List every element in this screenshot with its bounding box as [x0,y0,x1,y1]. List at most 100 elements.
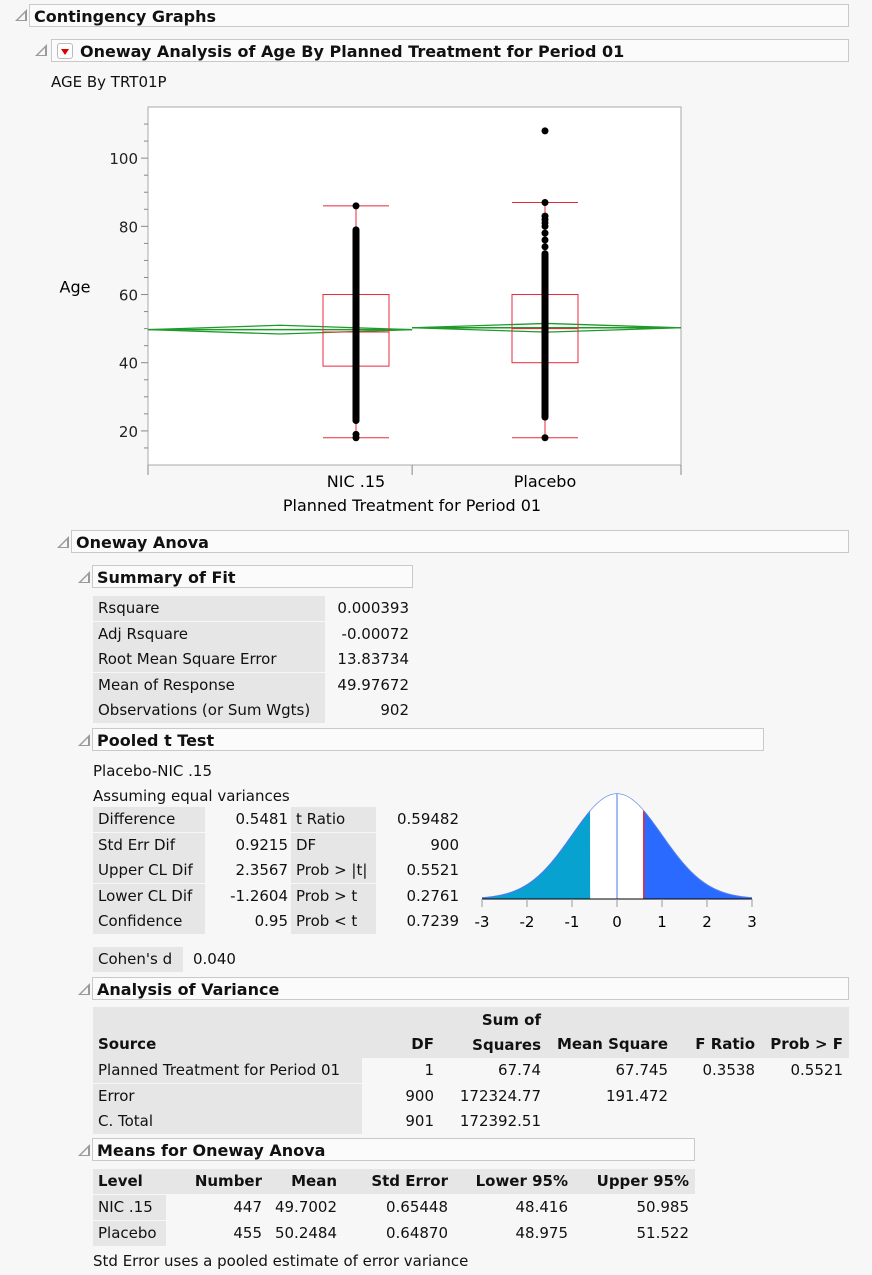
anova-cell [674,1109,755,1134]
anova-cell: 67.74 [498,1061,541,1079]
data-points [541,250,549,421]
fit-label: Rsquare [93,596,325,621]
ttest-value: 0.2761 [406,886,460,905]
disclosure-icon[interactable] [78,1144,90,1156]
red-triangle-menu-icon[interactable] [57,43,73,59]
means-header-cell: Number [166,1169,268,1194]
ttest-value: 0.5481 [235,810,289,828]
means-cell: 0.65448 [385,1198,448,1216]
x-tick-label: -2 [520,913,535,931]
anova-cell [674,1084,755,1109]
anova-cell: 1 [424,1061,434,1079]
disclosure-icon[interactable] [35,44,47,56]
section-title: Summary of Fit [97,568,236,587]
means-cell: 48.975 [515,1223,569,1242]
x-tick-label: 3 [747,913,757,931]
ttest-label: Prob > t [291,883,376,909]
cohens-d-label: Cohen's d [93,947,183,972]
section-title: Means for Oneway Anova [97,1141,326,1160]
ttest-value: 0.7239 [406,912,460,930]
disclosure-icon[interactable] [15,9,27,21]
ttest-label: Confidence [93,909,205,934]
ttest-value: 900 [430,835,459,854]
anova-cell [761,1109,843,1134]
ttest-value: -1.2604 [230,886,288,905]
means-cell: 447 [233,1198,262,1216]
lower-tail-area [482,811,591,899]
ttest-label: Upper CL Dif [93,858,205,883]
ttest-label: Prob > |t| [291,858,376,883]
data-point [541,229,549,237]
data-point [541,198,549,206]
y-tick-label: 100 [109,150,138,168]
anova-header-cell: Sum of Squares [440,1007,547,1058]
fit-value: 0.000393 [337,599,409,617]
means-cell: 49.7002 [274,1198,337,1216]
data-point [541,434,549,442]
section-title: Oneway Analysis of Age By Planned Treatm… [80,42,625,61]
ttest-value: 0.95 [254,912,288,930]
y-tick-label: 60 [119,287,138,305]
pooled-t-test-header[interactable]: Pooled t Test [92,728,764,751]
anova-cell: 0.3538 [702,1061,756,1079]
comparison-label: Placebo-NIC .15 [93,762,213,780]
assumption-label: Assuming equal variances [93,787,290,805]
anova-source: Error [93,1083,362,1109]
ttest-label: t Ratio [291,807,376,832]
ttest-value: 0.59482 [396,810,459,828]
anova-header-cell: F Ratio [674,1007,761,1058]
y-axis-label: Age [60,278,91,297]
disclosure-icon[interactable] [78,734,90,746]
ttest-value: 0.5521 [406,861,460,879]
x-tick-label: Placebo [514,472,576,491]
x-tick-label: NIC .15 [327,472,385,491]
fit-label: Adj Rsquare [93,621,325,647]
x-tick-label: -1 [565,913,580,931]
oneway-header[interactable]: Oneway Analysis of Age By Planned Treatm… [51,39,849,62]
means-cell: 48.416 [515,1198,569,1216]
fit-label: Observations (or Sum Wgts) [93,698,325,723]
ttest-label: Difference [93,807,205,832]
section-title: Contingency Graphs [34,7,217,26]
means-header-cell: Std Error [343,1169,454,1194]
fit-value: 13.83734 [337,650,409,668]
summary-of-fit-header[interactable]: Summary of Fit [92,565,413,588]
ttest-label: DF [291,832,376,858]
ttest-value: 2.3567 [235,861,289,879]
disclosure-icon[interactable] [57,536,69,548]
anova-cell: 901 [405,1112,434,1130]
oneway-anova-header[interactable]: Oneway Anova [71,530,849,553]
ttest-label: Std Err Dif [93,832,205,858]
x-tick-label: 1 [657,913,667,931]
means-header[interactable]: Means for Oneway Anova [92,1138,695,1161]
disclosure-icon[interactable] [78,571,90,583]
anova-cell [547,1109,668,1134]
x-axis-label: Planned Treatment for Period 01 [283,496,541,515]
anova-header-cell: DF [362,1007,440,1058]
anova-header-text: Squares [472,1036,541,1054]
anova-source: C. Total [93,1109,362,1134]
disclosure-icon[interactable] [78,983,90,995]
contingency-graphs-header[interactable]: Contingency Graphs [29,4,849,27]
means-header-cell: Level [93,1169,166,1194]
anova-cell: 172324.77 [459,1086,541,1105]
plot-frame [147,106,682,466]
y-tick-label: 80 [119,218,138,236]
y-tick-label: 20 [119,423,138,441]
fit-label: Root Mean Square Error [93,647,325,672]
data-point [541,236,549,244]
section-title: Pooled t Test [97,731,215,750]
analysis-of-variance-header[interactable]: Analysis of Variance [92,977,849,1000]
means-cell: 50.985 [636,1198,690,1216]
means-header-cell: Mean [268,1169,343,1194]
anova-cell: 191.472 [605,1086,668,1105]
means-cell: 455 [233,1223,262,1242]
cohens-d-value: 0.040 [193,950,236,968]
fit-value: 902 [380,701,409,719]
means-cell: 50.2484 [274,1223,337,1242]
means-level: Placebo [93,1220,166,1246]
data-point [352,202,360,210]
anova-cell: 67.745 [615,1061,669,1079]
x-tick-label: -3 [475,913,490,931]
